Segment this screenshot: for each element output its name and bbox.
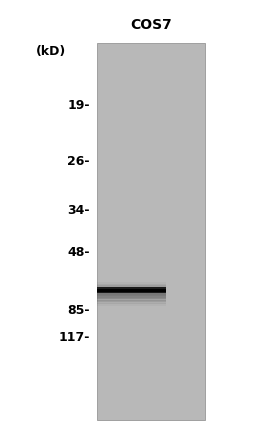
Bar xyxy=(97,284,166,287)
Bar xyxy=(97,299,166,302)
Bar xyxy=(97,304,166,307)
Bar xyxy=(97,43,205,420)
Text: 34-: 34- xyxy=(67,204,90,218)
Bar xyxy=(97,282,166,285)
Text: (kD): (kD) xyxy=(36,45,66,58)
Text: 117-: 117- xyxy=(58,331,90,344)
Bar xyxy=(97,295,166,298)
Bar xyxy=(97,296,166,299)
Bar xyxy=(97,285,166,288)
Text: 19-: 19- xyxy=(67,99,90,112)
Bar xyxy=(97,287,166,290)
Bar xyxy=(97,298,166,301)
Bar xyxy=(97,292,166,295)
Bar xyxy=(97,303,166,305)
Text: 85-: 85- xyxy=(67,305,90,317)
Bar xyxy=(97,293,166,296)
Bar xyxy=(97,289,166,291)
Bar xyxy=(97,289,166,292)
Bar xyxy=(97,287,166,293)
Bar xyxy=(97,301,166,304)
Text: 26-: 26- xyxy=(67,155,90,168)
Text: 48-: 48- xyxy=(67,246,90,259)
Text: COS7: COS7 xyxy=(130,18,172,32)
Bar xyxy=(97,290,166,293)
